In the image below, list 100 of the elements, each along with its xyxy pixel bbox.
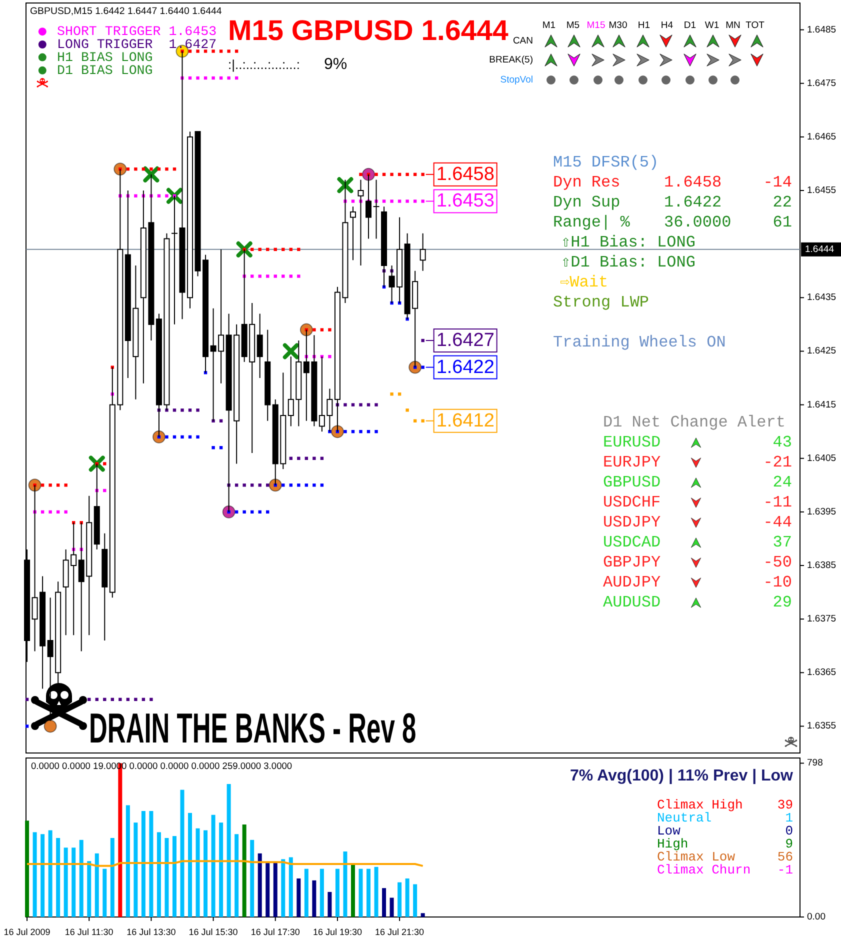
annotation: H1 BIAS LONG <box>57 50 153 65</box>
annotation: 22 <box>772 194 792 212</box>
point <box>103 462 106 466</box>
point <box>344 430 347 434</box>
bar <box>211 814 216 917</box>
annotation: -11 <box>763 494 792 512</box>
bar <box>72 848 76 917</box>
point <box>196 50 200 53</box>
annotation: High <box>657 836 688 852</box>
annotation: AUDUSD <box>603 594 661 612</box>
bar <box>242 824 246 917</box>
point <box>134 698 138 702</box>
point <box>312 328 316 332</box>
bar <box>79 840 84 917</box>
bar <box>250 840 254 917</box>
bar <box>226 784 231 917</box>
annotation: CAN <box>512 36 534 46</box>
annotation: 1 <box>785 810 794 826</box>
candlestick <box>420 232 426 272</box>
y-tick-label: 1.6485 <box>807 24 836 36</box>
annotation: MN <box>726 20 741 31</box>
bar <box>281 859 286 917</box>
bar <box>312 880 316 917</box>
annotation: 1.6422 <box>436 356 494 378</box>
annotation: ⇧H1 Bias: LONG <box>561 234 696 252</box>
y-tick-label: 1.6395 <box>807 506 836 518</box>
annotation: 7% Avg(100) | 11% Prev | Low <box>570 768 794 784</box>
point <box>25 724 29 728</box>
bar <box>164 838 169 917</box>
point <box>258 274 262 278</box>
annotation: Range| % <box>553 214 630 232</box>
annotation: USDCHF <box>603 494 661 512</box>
point <box>219 50 223 53</box>
annotation: GBPJPY <box>603 554 662 572</box>
annotation: Strong LWP <box>553 294 650 312</box>
point <box>344 403 347 406</box>
annotation: 56 <box>777 850 793 864</box>
annotation: EURUSD <box>603 434 661 452</box>
point <box>398 200 402 203</box>
point <box>297 456 300 460</box>
x-tick-label: 16 Jul 13:30 <box>126 927 176 937</box>
annotation: 1.6458 <box>664 174 722 192</box>
point <box>212 50 215 53</box>
x-tick-label: 16 Jul 17:30 <box>250 927 300 937</box>
point <box>274 274 277 278</box>
annotation: H1 <box>638 20 650 31</box>
point <box>134 167 138 171</box>
bar <box>134 822 138 917</box>
bar <box>343 851 348 917</box>
point <box>359 403 362 406</box>
point <box>143 166 160 182</box>
annotation: 61 <box>772 214 792 232</box>
annotation: D1 Net Change Alert <box>603 414 786 432</box>
point <box>390 172 394 176</box>
point <box>180 435 184 439</box>
annotation: Climax High <box>657 798 743 812</box>
y-tick-label: 1.6365 <box>807 667 836 678</box>
point <box>196 408 200 412</box>
bar <box>273 863 278 917</box>
annotation: 9% <box>324 56 348 73</box>
legend-label: LONG TRIGGER 1.6427 <box>57 37 217 52</box>
bar <box>374 866 378 917</box>
point <box>180 408 184 412</box>
x-tick-label: 16 Jul 2009 <box>4 927 50 937</box>
annotation: 39 <box>777 798 793 812</box>
bar <box>258 853 262 917</box>
annotation: H4 <box>660 20 674 31</box>
candlestick <box>256 313 263 378</box>
y-tick-label: 1.6435 <box>807 292 836 304</box>
annotation: EURJPY <box>603 454 662 472</box>
annotation: -44 <box>763 514 792 532</box>
bar <box>204 830 208 917</box>
annotation: 37 <box>772 534 792 552</box>
annotation: M1 <box>542 20 556 31</box>
point <box>196 76 200 80</box>
y-tick-label: 1.6375 <box>807 614 836 625</box>
y-tick-label: 1.6415 <box>807 399 836 410</box>
y-tick-label: 1.6465 <box>807 131 836 142</box>
point <box>320 328 324 332</box>
point <box>266 274 270 278</box>
point <box>188 50 192 53</box>
ref-line-label: 1.6444 <box>805 244 834 255</box>
point <box>366 403 370 406</box>
point <box>328 354 332 358</box>
annotation: USDJPY <box>603 514 662 532</box>
x-tick-label: 16 Jul 15:30 <box>188 927 238 937</box>
bar <box>172 836 176 917</box>
point <box>242 510 246 514</box>
bar <box>40 834 45 917</box>
point <box>227 76 230 80</box>
bar <box>390 898 394 917</box>
bar <box>328 892 332 917</box>
annotation: 36.0000 <box>664 214 732 232</box>
point <box>312 484 316 487</box>
y-tick-label: 0.00 <box>807 912 826 922</box>
bar <box>358 868 363 917</box>
annotation: -10 <box>763 574 792 592</box>
point <box>242 484 246 487</box>
bar <box>420 913 425 917</box>
annotation: Climax Churn <box>657 862 751 878</box>
